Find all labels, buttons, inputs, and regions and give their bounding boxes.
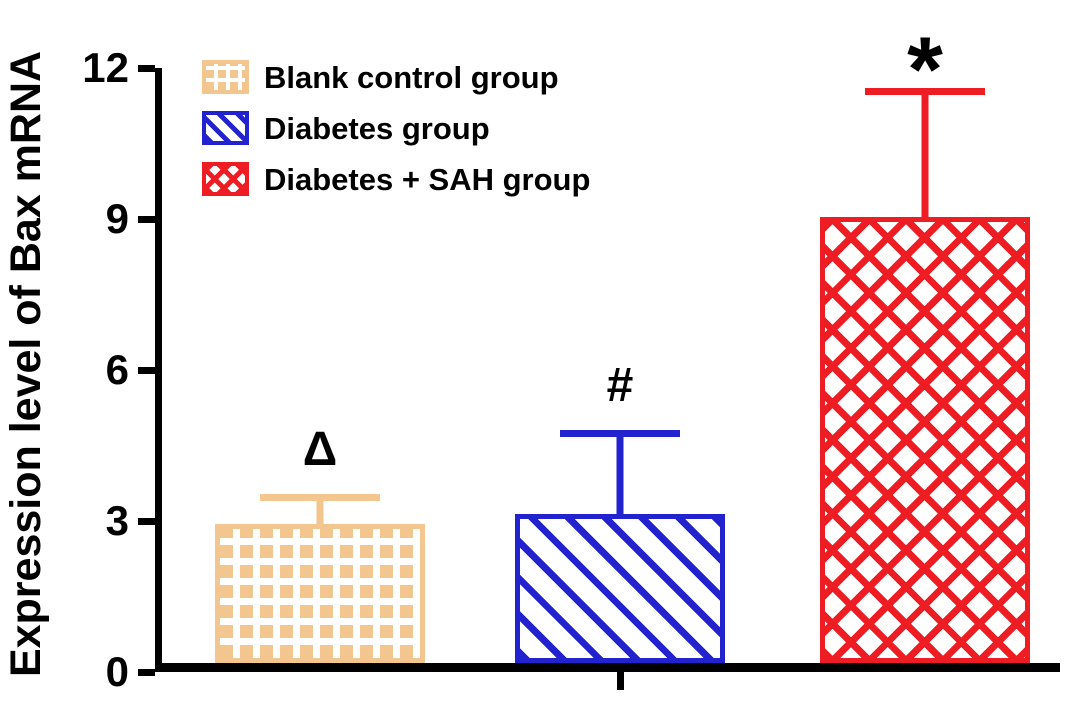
legend-item-blank-control-group: Blank control group: [202, 60, 590, 94]
error-bar-diabetes-sah-group: [865, 87, 985, 217]
legend-item-diabetes-sah-group: Diabetes + SAH group: [202, 162, 590, 196]
legend-label: Diabetes group: [264, 110, 490, 146]
y-tick-0: 0: [106, 651, 155, 693]
bar-blank-control-group: [215, 524, 425, 663]
significance-diabetes-sah-group: *: [907, 18, 943, 121]
plot-box: Blank control group Diabetes group Diabete…: [155, 24, 1060, 690]
y-axis-ticks: 0 3 6 9 12: [0, 47, 155, 693]
legend-item-diabetes-group: Diabetes group: [202, 111, 590, 145]
y-tick-label: 0: [105, 648, 129, 695]
y-tick-mark: [138, 64, 155, 72]
y-tick-12: 12: [82, 47, 155, 89]
y-tick-mark: [138, 366, 155, 374]
legend: Blank control group Diabetes group Diabete…: [202, 60, 590, 213]
error-bar-diabetes-group: [560, 429, 680, 514]
y-tick-6: 6: [106, 349, 155, 391]
y-tick-mark: [138, 517, 155, 525]
y-tick-label: 9: [105, 195, 129, 242]
y-tick-label: 3: [105, 497, 129, 544]
bars-container: Δ # *: [162, 24, 1060, 663]
bar-diabetes-group: [515, 514, 725, 663]
legend-label: Blank control group: [264, 59, 559, 95]
legend-swatch-checker: [202, 60, 249, 94]
significance-diabetes-group: #: [606, 358, 634, 412]
y-tick-9: 9: [106, 198, 155, 240]
y-tick-mark: [138, 215, 155, 223]
legend-swatch-crosshatch: [202, 162, 249, 196]
y-tick-label: 6: [105, 346, 129, 393]
y-tick-3: 3: [106, 500, 155, 542]
legend-swatch-diagonal: [202, 111, 249, 145]
significance-blank-control-group: Δ: [302, 423, 338, 477]
legend-label: Diabetes + SAH group: [264, 161, 591, 197]
bar-diabetes-sah-group: [820, 216, 1030, 663]
y-tick-label: 12: [82, 44, 129, 91]
x-axis-tick: [617, 672, 624, 690]
y-tick-mark: [138, 668, 155, 676]
error-bar-blank-control-group: [260, 494, 380, 524]
